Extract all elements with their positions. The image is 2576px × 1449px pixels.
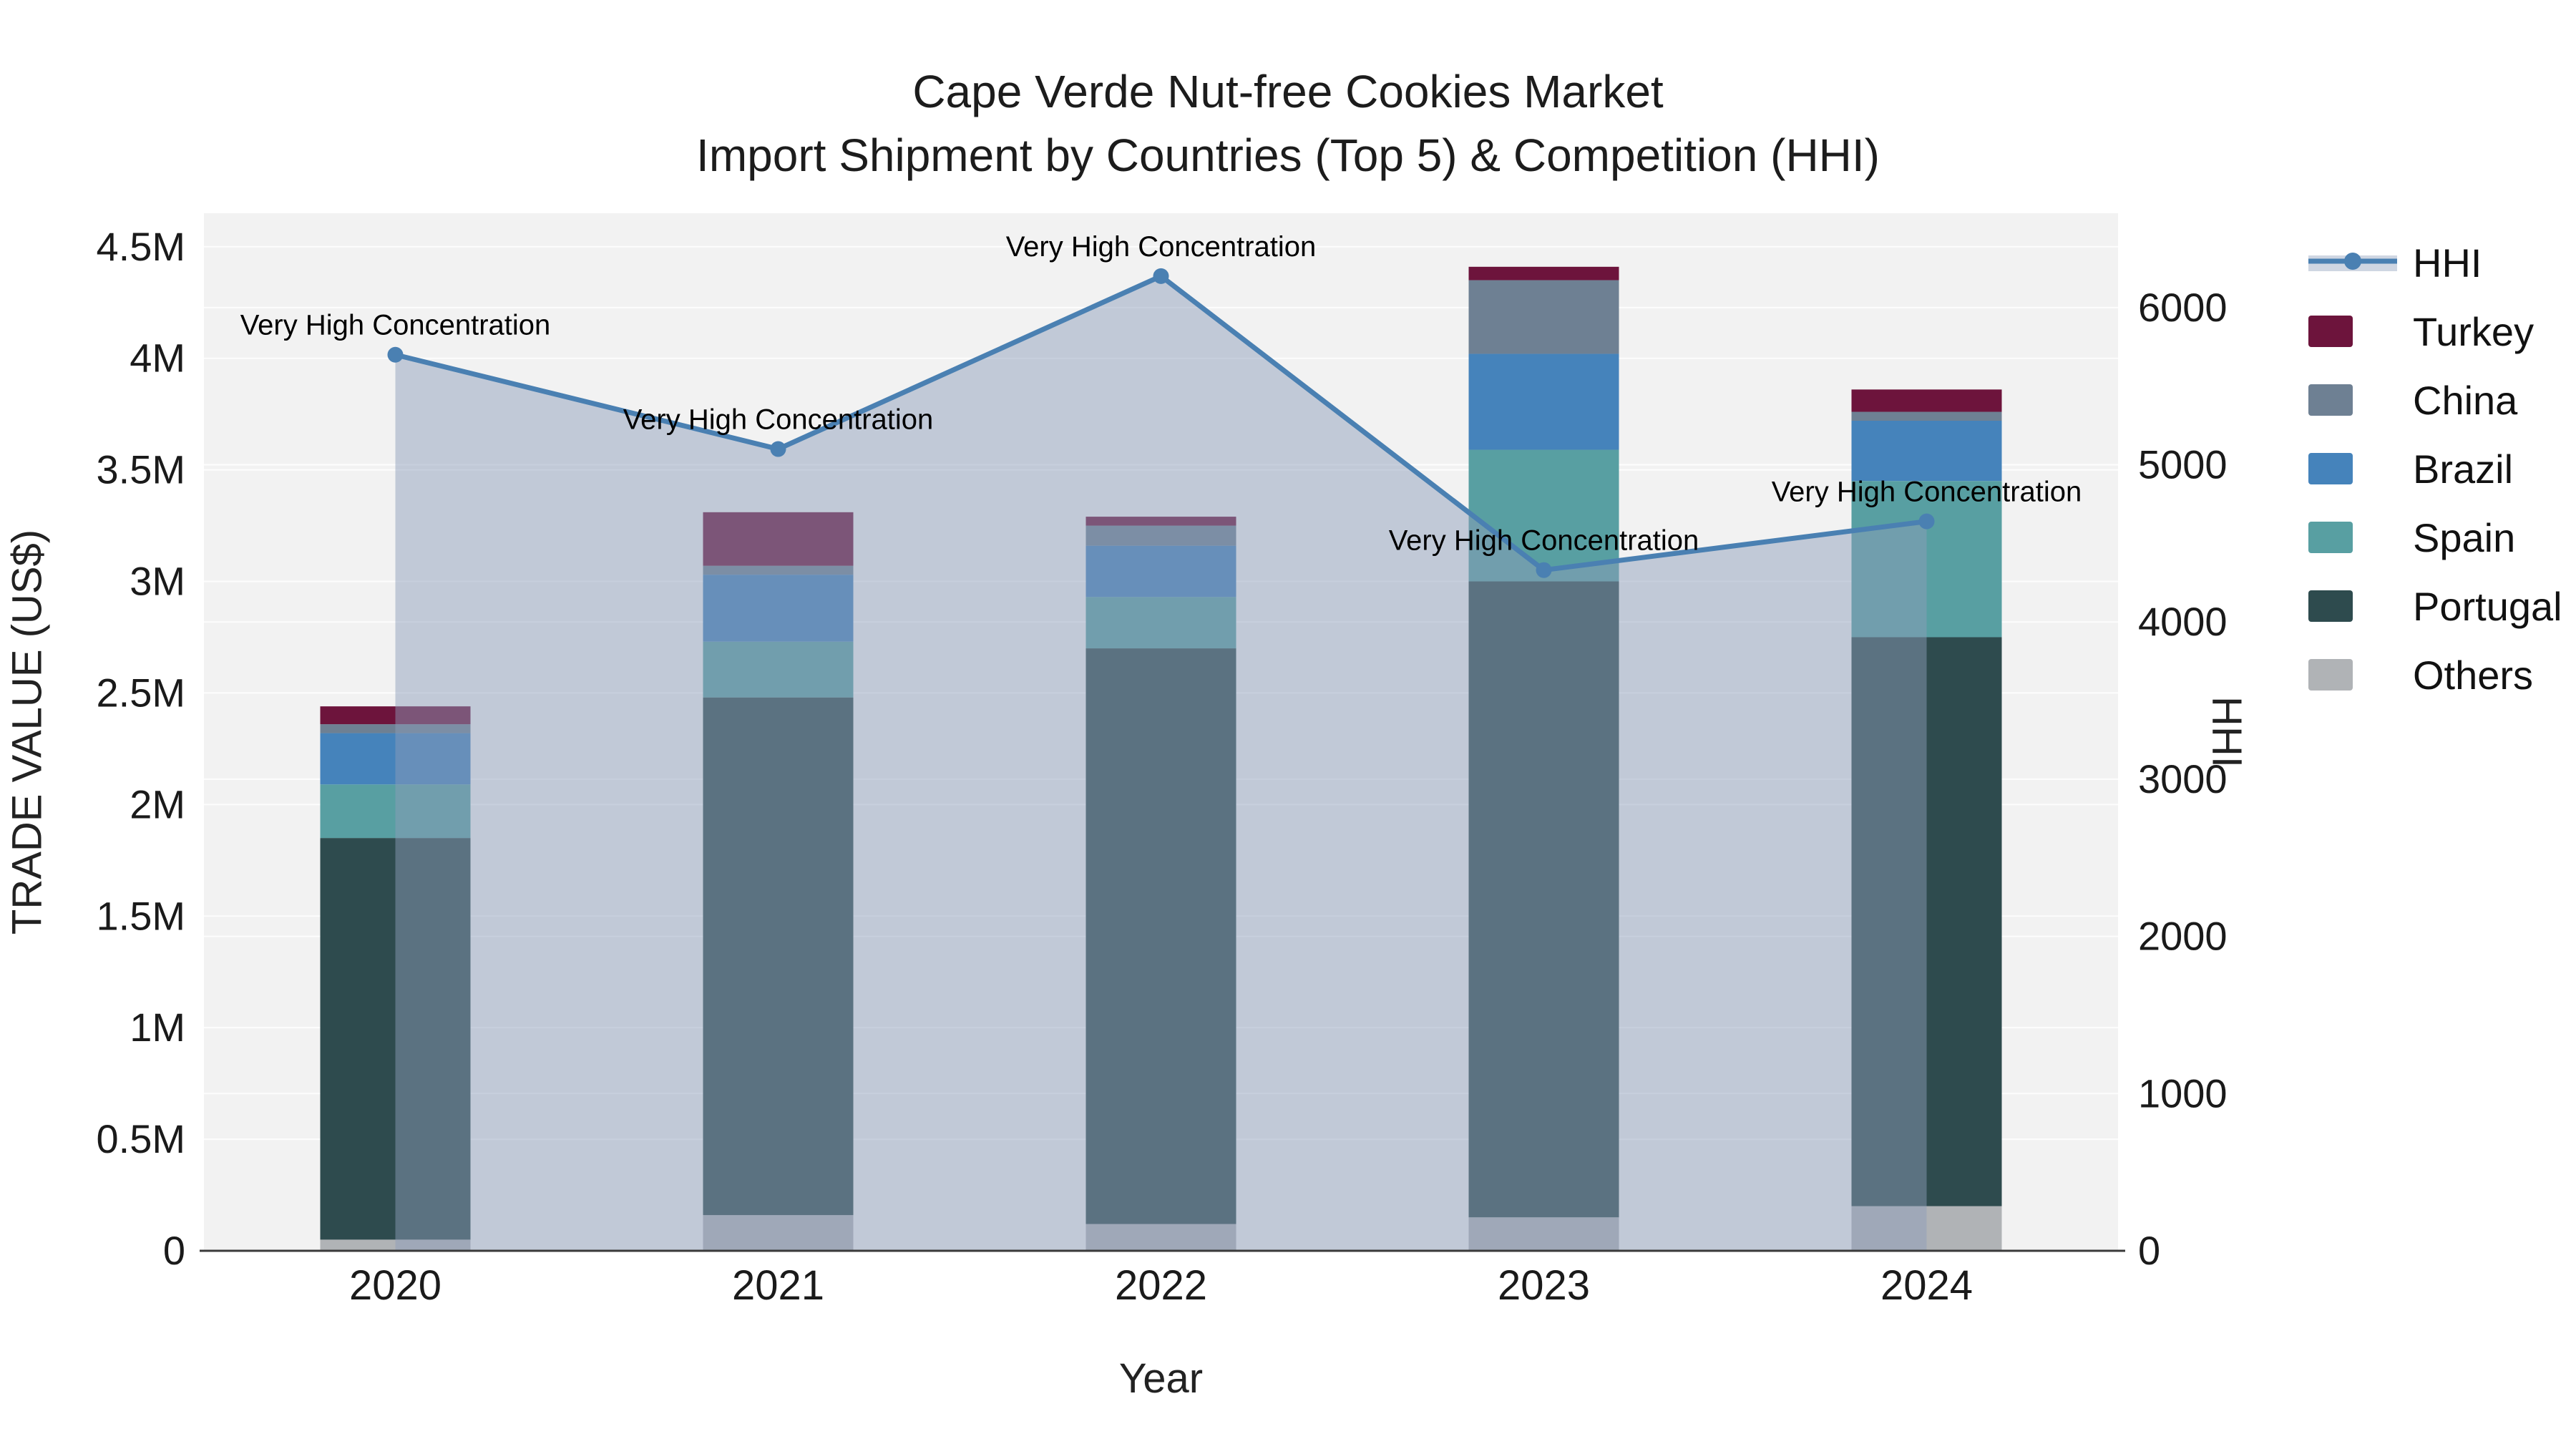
- legend-label: Spain: [2413, 514, 2516, 560]
- y-right-tick-label: 2000: [2138, 914, 2228, 959]
- bar-segment-others-2020[interactable]: [320, 1239, 471, 1251]
- chart-title-line1: Cape Verde Nut-free Cookies Market: [912, 66, 1664, 117]
- y-left-tick-label: 4.5M: [97, 224, 186, 269]
- bar-segment-portugal-2024[interactable]: [1851, 637, 2002, 1206]
- legend-item-others[interactable]: Others: [2308, 640, 2562, 709]
- bar-segment-turkey-2020[interactable]: [320, 706, 471, 725]
- annotation-2024: Very High Concentration: [1772, 477, 2082, 508]
- annotation-2022: Very High Concentration: [1006, 231, 1317, 263]
- y-right-tick-label: 4000: [2138, 599, 2228, 644]
- hhi-point-2024[interactable]: [1918, 513, 1935, 530]
- bar-segment-others-2022[interactable]: [1085, 1224, 1236, 1251]
- annotation-2020: Very High Concentration: [240, 310, 551, 341]
- y-right-tick-label: 6000: [2138, 285, 2228, 330]
- legend-item-china[interactable]: China: [2308, 366, 2562, 434]
- legend-item-brazil[interactable]: Brazil: [2308, 434, 2562, 503]
- x-tick-label-2023: 2023: [1498, 1262, 1590, 1309]
- legend-item-turkey[interactable]: Turkey: [2308, 297, 2562, 366]
- legend-swatch-icon: [2308, 590, 2397, 622]
- bar-segment-spain-2024[interactable]: [1851, 481, 2002, 638]
- hhi-point-2020[interactable]: [387, 346, 404, 363]
- legend-label: HHI: [2413, 240, 2482, 286]
- y-left-tick-label: 0.5M: [97, 1116, 186, 1161]
- legend-label: Turkey: [2413, 308, 2534, 354]
- legend-item-hhi[interactable]: HHI: [2308, 228, 2562, 297]
- bar-segment-spain-2020[interactable]: [320, 784, 471, 839]
- y-left-tick-label: 0: [163, 1228, 185, 1273]
- legend-label: China: [2413, 377, 2518, 423]
- y-left-tick-label: 1.5M: [97, 893, 186, 938]
- hhi-point-2022[interactable]: [1153, 268, 1169, 284]
- legend-label: Others: [2413, 652, 2534, 698]
- hhi-point-2021[interactable]: [770, 441, 786, 457]
- x-tick-label-2024: 2024: [1880, 1262, 1973, 1309]
- x-axis-title: Year: [1118, 1355, 1204, 1402]
- y-right-tick-label: 3000: [2138, 756, 2228, 801]
- bar-segment-portugal-2020[interactable]: [320, 838, 471, 1240]
- legend: HHI Turkey China Brazil Spain Portugal Others: [2308, 228, 2562, 709]
- hhi-line-sample-icon: [2308, 247, 2397, 278]
- bar-segment-portugal-2023[interactable]: [1468, 581, 1619, 1218]
- y-axis-title-right: HHI: [2203, 696, 2250, 768]
- bar-segment-others-2023[interactable]: [1468, 1217, 1619, 1251]
- bar-segment-china-2020[interactable]: [320, 724, 471, 733]
- bar-segment-brazil-2020[interactable]: [320, 733, 471, 785]
- hhi-point-2023[interactable]: [1536, 562, 1552, 578]
- bar-segment-portugal-2021[interactable]: [703, 697, 854, 1216]
- chart-title: Cape Verde Nut-free Cookies Market Impor…: [0, 60, 2576, 187]
- bar-segment-turkey-2022[interactable]: [1085, 517, 1236, 526]
- hhi-area-fill: [395, 275, 1927, 1251]
- legend-swatch-icon: [2308, 384, 2397, 416]
- legend-swatch-icon: [2308, 316, 2397, 347]
- annotation-2021: Very High Concentration: [623, 404, 934, 436]
- bar-segment-brazil-2022[interactable]: [1085, 545, 1236, 597]
- bar-segment-spain-2021[interactable]: [703, 641, 854, 698]
- chart-title-line2: Import Shipment by Countries (Top 5) & C…: [696, 130, 1880, 181]
- legend-label: Brazil: [2413, 446, 2514, 492]
- y-left-tick-label: 1M: [130, 1005, 185, 1050]
- legend-swatch-icon: [2308, 522, 2397, 553]
- y-left-tick-label: 2M: [130, 781, 185, 826]
- y-axis-title-left: TRADE VALUE (US$): [4, 529, 51, 935]
- legend-label: Portugal: [2413, 583, 2562, 629]
- bar-segment-china-2023[interactable]: [1468, 280, 1619, 354]
- bar-segment-turkey-2024[interactable]: [1851, 389, 2002, 412]
- legend-item-portugal[interactable]: Portugal: [2308, 572, 2562, 640]
- y-left-tick-label: 3.5M: [97, 447, 186, 492]
- bar-segment-turkey-2021[interactable]: [703, 512, 854, 566]
- bar-segment-spain-2022[interactable]: [1085, 597, 1236, 649]
- y-left-tick-label: 3M: [130, 559, 185, 604]
- bar-segment-brazil-2024[interactable]: [1851, 421, 2002, 482]
- bar-segment-brazil-2021[interactable]: [703, 575, 854, 642]
- bar-segment-others-2021[interactable]: [703, 1215, 854, 1251]
- y-right-tick-label: 1000: [2138, 1070, 2228, 1116]
- bar-segment-portugal-2022[interactable]: [1085, 648, 1236, 1224]
- bar-segment-spain-2023[interactable]: [1468, 449, 1619, 582]
- bar-segment-others-2024[interactable]: [1851, 1206, 2002, 1251]
- y-left-tick-label: 2.5M: [97, 670, 186, 715]
- bar-segment-brazil-2023[interactable]: [1468, 353, 1619, 450]
- bar-segment-china-2024[interactable]: [1851, 411, 2002, 421]
- legend-swatch-icon: [2308, 453, 2397, 484]
- legend-swatch-icon: [2308, 659, 2397, 691]
- annotation-2023: Very High Concentration: [1389, 525, 1699, 557]
- y-right-tick-label: 0: [2138, 1228, 2160, 1273]
- bar-segment-china-2021[interactable]: [703, 565, 854, 575]
- y-left-tick-label: 4M: [130, 336, 185, 381]
- x-tick-label-2020: 2020: [349, 1262, 441, 1309]
- bar-segment-china-2022[interactable]: [1085, 525, 1236, 546]
- bar-segment-turkey-2023[interactable]: [1468, 266, 1619, 280]
- legend-item-spain[interactable]: Spain: [2308, 503, 2562, 572]
- x-tick-label-2021: 2021: [732, 1262, 824, 1309]
- y-right-tick-label: 5000: [2138, 442, 2228, 487]
- x-tick-label-2022: 2022: [1115, 1262, 1207, 1309]
